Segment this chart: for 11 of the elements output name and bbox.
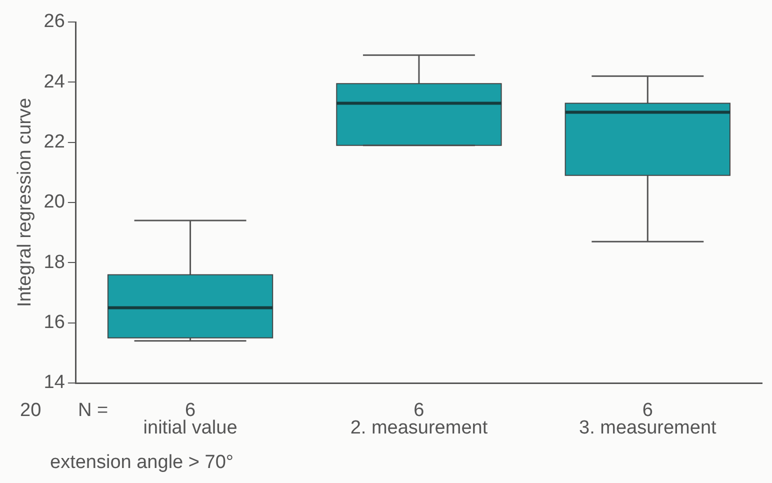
y-tick-label: 16 bbox=[44, 312, 65, 334]
text: extension angle > 70° bbox=[50, 452, 234, 474]
text: 20 bbox=[20, 400, 42, 422]
y-tick-label: 26 bbox=[44, 11, 65, 32]
y-tick-label: 14 bbox=[44, 372, 66, 394]
y-tick-label: 24 bbox=[44, 71, 66, 92]
y-axis-title: Integral regression curve bbox=[14, 98, 36, 308]
y-tick-label: 18 bbox=[44, 252, 65, 273]
y-tick-label: 22 bbox=[44, 132, 65, 153]
text: N = bbox=[78, 400, 108, 422]
y-tick-label: 20 bbox=[44, 192, 65, 213]
